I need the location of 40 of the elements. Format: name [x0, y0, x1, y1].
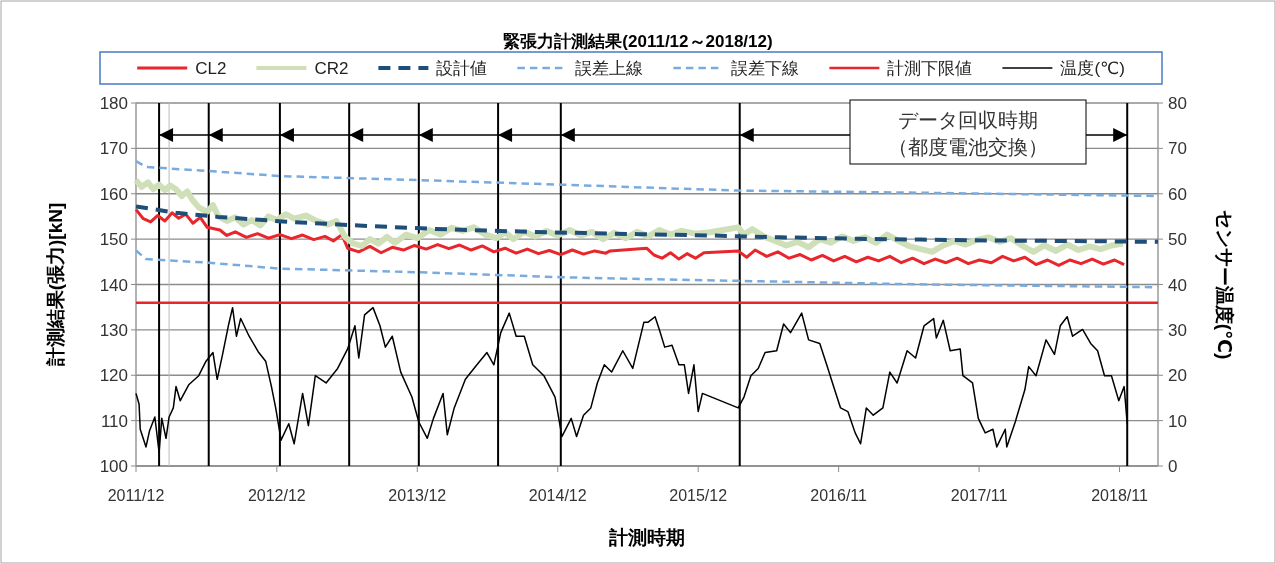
x-tick-label: 2018/11	[1091, 487, 1148, 504]
y-tick-label: 170	[99, 139, 128, 159]
legend-label: 誤差上線	[575, 59, 644, 78]
y2-tick-label: 50	[1168, 230, 1187, 250]
y2-tick-label: 10	[1168, 411, 1187, 431]
y2-axis-title: センサー温度(℃)	[1214, 209, 1235, 360]
y-tick-label: 180	[99, 94, 128, 113]
legend-label: 計測下限値	[887, 59, 973, 78]
y-tick-label: 150	[99, 230, 128, 250]
x-tick-label: 2011/12	[107, 487, 165, 504]
legend-label: 設計値	[436, 59, 488, 78]
y2-tick-label: 20	[1168, 366, 1187, 386]
x-tick-label: 2013/12	[388, 487, 447, 504]
legend-label: 誤差下線	[731, 59, 800, 78]
y2-tick-label: 30	[1168, 320, 1187, 340]
chart-title: 緊張力計測結果(2011/12～2018/12)	[503, 32, 773, 51]
annotation: （都度電池交換）	[888, 136, 1048, 158]
y-tick-label: 130	[99, 320, 128, 340]
y2-tick-label: 40	[1168, 275, 1187, 295]
x-tick-label: 2017/11	[950, 487, 1008, 504]
x-tick-label: 2012/12	[247, 487, 306, 504]
y2-tick-label: 0	[1168, 457, 1178, 476]
y-tick-label: 140	[99, 275, 128, 295]
y-tick-label: 120	[99, 366, 128, 386]
legend-label: 温度(℃)	[1060, 59, 1125, 78]
legend-label: CR2	[314, 59, 349, 78]
y-tick-label: 100	[99, 457, 128, 476]
y2-tick-label: 60	[1168, 184, 1187, 204]
y2-tick-label: 70	[1168, 139, 1187, 159]
x-tick-label: 2016/11	[810, 487, 868, 504]
y-tick-label: 160	[99, 184, 128, 204]
x-tick-label: 2015/12	[669, 487, 728, 504]
y2-tick-label: 80	[1168, 94, 1187, 113]
y-tick-label: 110	[100, 411, 128, 431]
annotation: データ回収時期 （都度電池交換）	[849, 99, 1087, 165]
annotation: データ回収時期	[898, 109, 1038, 131]
y-axis-title: 計測結果(張力)[kN]	[45, 202, 66, 368]
legend-label: CL2	[195, 59, 227, 78]
x-axis-title: 計測時期	[608, 527, 685, 548]
x-tick-label: 2014/12	[528, 487, 587, 504]
